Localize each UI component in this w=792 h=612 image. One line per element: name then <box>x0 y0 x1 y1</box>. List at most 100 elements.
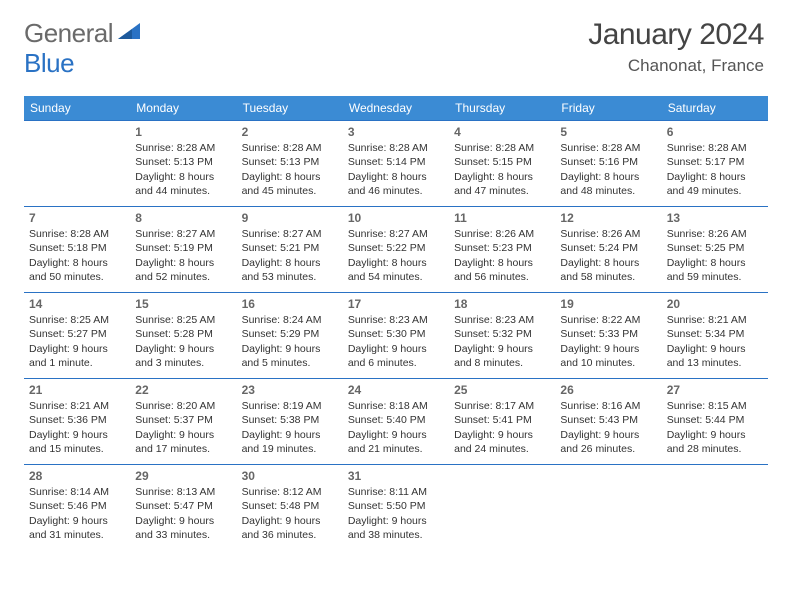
sunset-text: Sunset: 5:22 PM <box>348 241 444 255</box>
day-number: 18 <box>454 296 550 312</box>
daylight-text: and 33 minutes. <box>135 528 231 542</box>
day-number: 19 <box>560 296 656 312</box>
weekday-header: Sunday <box>24 96 130 121</box>
daylight-text: Daylight: 8 hours <box>454 256 550 270</box>
weekday-header: Monday <box>130 96 236 121</box>
calendar-cell: 7Sunrise: 8:28 AMSunset: 5:18 PMDaylight… <box>24 207 130 293</box>
sunset-text: Sunset: 5:50 PM <box>348 499 444 513</box>
calendar-cell: 6Sunrise: 8:28 AMSunset: 5:17 PMDaylight… <box>662 121 768 207</box>
day-number: 9 <box>242 210 338 226</box>
daylight-text: Daylight: 8 hours <box>560 170 656 184</box>
sunrise-text: Sunrise: 8:19 AM <box>242 399 338 413</box>
sunrise-text: Sunrise: 8:14 AM <box>29 485 125 499</box>
sunrise-text: Sunrise: 8:15 AM <box>667 399 763 413</box>
sunset-text: Sunset: 5:27 PM <box>29 327 125 341</box>
day-number: 27 <box>667 382 763 398</box>
sunset-text: Sunset: 5:25 PM <box>667 241 763 255</box>
sunrise-text: Sunrise: 8:12 AM <box>242 485 338 499</box>
day-number: 10 <box>348 210 444 226</box>
sunrise-text: Sunrise: 8:23 AM <box>454 313 550 327</box>
sunrise-text: Sunrise: 8:20 AM <box>135 399 231 413</box>
daylight-text: and 53 minutes. <box>242 270 338 284</box>
day-number: 11 <box>454 210 550 226</box>
daylight-text: Daylight: 9 hours <box>348 428 444 442</box>
calendar-cell: 18Sunrise: 8:23 AMSunset: 5:32 PMDayligh… <box>449 293 555 379</box>
calendar-cell: 31Sunrise: 8:11 AMSunset: 5:50 PMDayligh… <box>343 465 449 551</box>
daylight-text: and 50 minutes. <box>29 270 125 284</box>
title-block: January 2024 Chanonat, France <box>588 18 764 76</box>
day-number: 6 <box>667 124 763 140</box>
daylight-text: and 17 minutes. <box>135 442 231 456</box>
daylight-text: Daylight: 9 hours <box>29 342 125 356</box>
daylight-text: and 13 minutes. <box>667 356 763 370</box>
daylight-text: Daylight: 9 hours <box>29 428 125 442</box>
calendar-cell: 20Sunrise: 8:21 AMSunset: 5:34 PMDayligh… <box>662 293 768 379</box>
day-number: 21 <box>29 382 125 398</box>
daylight-text: and 21 minutes. <box>348 442 444 456</box>
brand-part2-wrap: Blue <box>24 48 74 79</box>
day-number: 1 <box>135 124 231 140</box>
daylight-text: and 31 minutes. <box>29 528 125 542</box>
day-number: 13 <box>667 210 763 226</box>
daylight-text: and 15 minutes. <box>29 442 125 456</box>
calendar-cell <box>24 121 130 207</box>
daylight-text: Daylight: 8 hours <box>242 170 338 184</box>
daylight-text: and 49 minutes. <box>667 184 763 198</box>
daylight-text: Daylight: 8 hours <box>135 170 231 184</box>
daylight-text: and 6 minutes. <box>348 356 444 370</box>
calendar-cell: 11Sunrise: 8:26 AMSunset: 5:23 PMDayligh… <box>449 207 555 293</box>
calendar-cell: 9Sunrise: 8:27 AMSunset: 5:21 PMDaylight… <box>237 207 343 293</box>
sunrise-text: Sunrise: 8:28 AM <box>348 141 444 155</box>
sunrise-text: Sunrise: 8:25 AM <box>29 313 125 327</box>
sunrise-text: Sunrise: 8:16 AM <box>560 399 656 413</box>
sunset-text: Sunset: 5:15 PM <box>454 155 550 169</box>
sunset-text: Sunset: 5:14 PM <box>348 155 444 169</box>
calendar-header-row: SundayMondayTuesdayWednesdayThursdayFrid… <box>24 96 768 121</box>
sunrise-text: Sunrise: 8:22 AM <box>560 313 656 327</box>
daylight-text: Daylight: 9 hours <box>560 342 656 356</box>
sunrise-text: Sunrise: 8:28 AM <box>667 141 763 155</box>
sunset-text: Sunset: 5:18 PM <box>29 241 125 255</box>
sunset-text: Sunset: 5:29 PM <box>242 327 338 341</box>
sunrise-text: Sunrise: 8:26 AM <box>454 227 550 241</box>
daylight-text: Daylight: 8 hours <box>348 256 444 270</box>
calendar-cell: 21Sunrise: 8:21 AMSunset: 5:36 PMDayligh… <box>24 379 130 465</box>
calendar-table: SundayMondayTuesdayWednesdayThursdayFrid… <box>24 96 768 551</box>
calendar-cell: 10Sunrise: 8:27 AMSunset: 5:22 PMDayligh… <box>343 207 449 293</box>
sunrise-text: Sunrise: 8:27 AM <box>242 227 338 241</box>
calendar-cell <box>555 465 661 551</box>
brand-part2: Blue <box>24 48 74 78</box>
daylight-text: Daylight: 9 hours <box>135 514 231 528</box>
daylight-text: and 19 minutes. <box>242 442 338 456</box>
daylight-text: and 38 minutes. <box>348 528 444 542</box>
sunset-text: Sunset: 5:47 PM <box>135 499 231 513</box>
day-number: 3 <box>348 124 444 140</box>
weekday-header: Thursday <box>449 96 555 121</box>
calendar-cell <box>449 465 555 551</box>
day-number: 25 <box>454 382 550 398</box>
calendar-cell: 30Sunrise: 8:12 AMSunset: 5:48 PMDayligh… <box>237 465 343 551</box>
sunset-text: Sunset: 5:40 PM <box>348 413 444 427</box>
daylight-text: and 36 minutes. <box>242 528 338 542</box>
daylight-text: and 3 minutes. <box>135 356 231 370</box>
sunrise-text: Sunrise: 8:21 AM <box>29 399 125 413</box>
calendar-cell: 12Sunrise: 8:26 AMSunset: 5:24 PMDayligh… <box>555 207 661 293</box>
calendar-cell: 25Sunrise: 8:17 AMSunset: 5:41 PMDayligh… <box>449 379 555 465</box>
weekday-header: Wednesday <box>343 96 449 121</box>
sunrise-text: Sunrise: 8:24 AM <box>242 313 338 327</box>
daylight-text: Daylight: 8 hours <box>135 256 231 270</box>
sunrise-text: Sunrise: 8:28 AM <box>135 141 231 155</box>
calendar-cell: 27Sunrise: 8:15 AMSunset: 5:44 PMDayligh… <box>662 379 768 465</box>
calendar-cell: 1Sunrise: 8:28 AMSunset: 5:13 PMDaylight… <box>130 121 236 207</box>
calendar-cell: 29Sunrise: 8:13 AMSunset: 5:47 PMDayligh… <box>130 465 236 551</box>
brand-triangle-icon <box>118 21 140 46</box>
day-number: 23 <box>242 382 338 398</box>
daylight-text: Daylight: 9 hours <box>242 342 338 356</box>
sunset-text: Sunset: 5:16 PM <box>560 155 656 169</box>
daylight-text: and 28 minutes. <box>667 442 763 456</box>
daylight-text: Daylight: 9 hours <box>348 342 444 356</box>
sunset-text: Sunset: 5:36 PM <box>29 413 125 427</box>
daylight-text: Daylight: 9 hours <box>29 514 125 528</box>
sunset-text: Sunset: 5:28 PM <box>135 327 231 341</box>
day-number: 30 <box>242 468 338 484</box>
